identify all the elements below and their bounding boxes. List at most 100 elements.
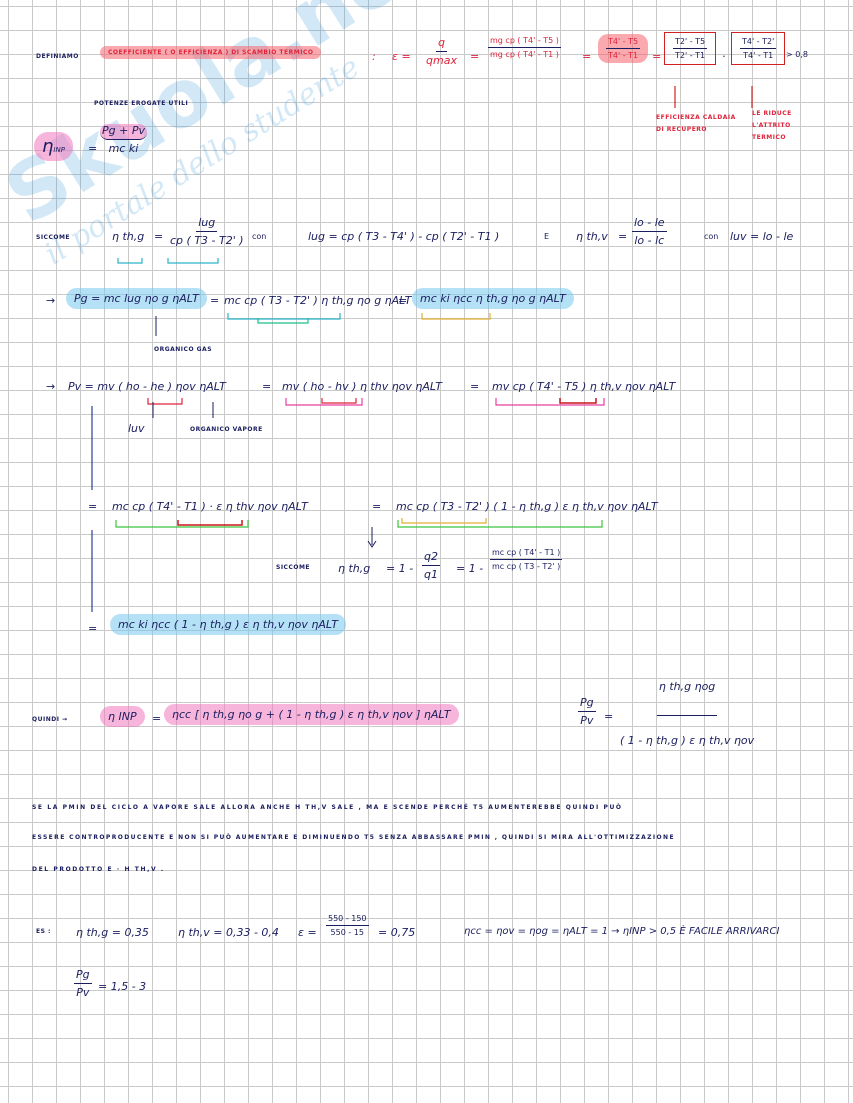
epsilon-example: ε = (298, 926, 317, 939)
epsilon-symbol: ε = (392, 50, 411, 63)
f1-denominator: qmax (426, 54, 457, 67)
pg-pv-example: Pg Pv (74, 968, 92, 999)
pg-expression: Pg = mc lug ηo g ηALT (66, 288, 207, 309)
one-minus: = 1 - (456, 562, 484, 575)
equals: = (618, 230, 628, 243)
e-connector: E (544, 232, 550, 241)
pv-expanded: mv ( ho - hv ) η thv ηov ηALT (282, 380, 443, 393)
equals: = (88, 500, 98, 513)
temperature-fraction: mc cp ( T4' - T1 ) mc cp ( T3 - T2' ) (490, 548, 563, 571)
def-fraction-2: mg cp ( T4' - T5 ) mg cp ( T4' - T1 ) (488, 36, 561, 59)
lug-equation: lug = cp ( T3 - T4' ) - cp ( T2' - T1 ) (308, 230, 500, 243)
eta-inp-numerator: Pg + Pv (100, 124, 147, 140)
pg-final: mc ki ηcc η th,g ηo g ηALT (412, 288, 574, 309)
f4-denominator: T2' - T1 (675, 51, 706, 60)
con-label: con (252, 232, 267, 241)
eta-thv: η th,v (576, 230, 608, 243)
pv-final-expression: mc ki ηcc ( 1 - η th,g ) ε η th,v ηov ηA… (110, 614, 347, 635)
q-fraction: q2 q1 (422, 550, 440, 581)
q2-numerator: q2 (422, 550, 440, 566)
es-label: ES : (36, 928, 51, 935)
definiamo-label: DEFINIAMO (36, 53, 79, 60)
colon: : (372, 50, 376, 63)
multiply-dot: · (722, 50, 726, 63)
rhs-denominator: ( 1 - η th,g ) ε η th,v ηov (620, 734, 755, 747)
text-line-1: SE LA PMIN DEL CICLO A VAPORE SALE ALLOR… (32, 804, 623, 811)
f1-numerator: q (435, 36, 447, 52)
ratio-numerator: Pg (578, 696, 596, 712)
pg-pv-ratio: Pg Pv (578, 696, 596, 727)
equals: = (372, 500, 382, 513)
potenze-label: POTENZE EROGATE UTILI (94, 100, 189, 107)
pv-final: mv cp ( T4' - T5 ) η th,v ηov ηALT (492, 380, 676, 393)
definition-highlight: COEFFICIENTE ( O EFFICIENZA ) DI SCAMBIO… (100, 46, 322, 59)
epsilon-denominator: 550 - 15 (330, 928, 364, 937)
def-fraction-1: q qmax (424, 36, 459, 67)
ratio-denominator: Pv (580, 714, 594, 727)
epsilon-result: = 0,75 (378, 926, 416, 939)
def-fraction-3: T4' - T5 T4' - T1 (598, 34, 649, 63)
epsilon-numerator: 550 - 150 (326, 914, 369, 926)
rhs-numerator: η th,g ηog (656, 680, 718, 716)
eta-thv-numerator: lo - le (632, 216, 667, 232)
quindi-label: QUINDI → (32, 716, 68, 723)
temp-denominator: mc cp ( T3 - T2' ) (492, 562, 561, 571)
eta-thg-fraction: lug cp ( T3 - T2' ) (168, 216, 246, 247)
siccome-label: SICCOME (36, 234, 71, 241)
example-ratio-numerator: Pg (74, 968, 92, 984)
eta-thg: η th,g (338, 562, 371, 575)
example-ratio-denominator: Pv (76, 986, 90, 999)
pv-expression: Pv = mv ( ho - he ) ηov ηALT (68, 380, 226, 393)
f4-numerator: T2' - T5 (673, 37, 708, 49)
eta-symbol: η (42, 136, 54, 157)
note-efficienza-caldaia: EFFICIENZA CALDAIA DI RECUPERO (656, 114, 736, 133)
eta-thv-fraction: lo - le lo - lc (632, 216, 667, 247)
equals: = (154, 230, 164, 243)
one-minus: = 1 - (386, 562, 414, 575)
eta-inp-fraction: Pg + Pv mc ki (100, 124, 147, 155)
equals: = (470, 380, 480, 393)
watermark-brand: Skuola.net (0, 0, 450, 243)
luv-definition: luv = lo - le (730, 230, 794, 243)
f3-numerator: T4' - T5 (606, 37, 641, 49)
eta-thg-value: η th,g = 0,35 (76, 926, 149, 939)
eta-inp-equals: = (88, 142, 98, 155)
equals: = (262, 380, 272, 393)
arrow: → (46, 294, 56, 307)
eta-thv-denominator: lo - lc (634, 234, 665, 247)
eta-thg: η th,g (112, 230, 145, 243)
f2-denominator: mg cp ( T4' - T1 ) (490, 50, 559, 59)
eta-thv-value: η th,v = 0,33 - 0,4 (178, 926, 279, 939)
f2-numerator: mg cp ( T4' - T5 ) (488, 36, 561, 48)
eta-all-one: ηcc = ηov = ηog = ηALT = 1 → ηINP > 0,5 … (464, 926, 780, 937)
f3-denominator: T4' - T1 (608, 51, 639, 60)
note-organico-vapore: ORGANICO VAPORE (190, 426, 263, 433)
note-attrito-termico: LE RIDUCE L'ATTRITO TERMICO (752, 110, 792, 141)
def-fraction-5: T4' - T2' T4' - T1 (731, 32, 786, 65)
equals-1: = (470, 50, 480, 63)
f5-numerator: T4' - T2' (740, 37, 777, 49)
equals-3: = (652, 50, 662, 63)
f5-denominator: T4' - T1 (743, 51, 774, 60)
eta-inp-final-expression: ηcc [ η th,g ηo g + ( 1 - η th,g ) ε η t… (164, 704, 459, 725)
con-label: con (704, 232, 719, 241)
eta-inp-denominator: mc ki (108, 142, 139, 155)
equals-2: = (582, 50, 592, 63)
eta-inp-result: η INP (100, 706, 145, 727)
greater-than-value: > 0,8 (786, 50, 808, 59)
pv-step-1: mc cp ( T4' - T1 ) · ε η thv ηov ηALT (112, 500, 308, 513)
lug-numerator: lug (196, 216, 218, 232)
pg-expanded: mc cp ( T3 - T2' ) η th,g ηo g ηALT (224, 294, 412, 307)
note-luv: luv (128, 422, 145, 435)
equals: = (152, 712, 162, 725)
siccome-label: SICCOME (276, 564, 311, 571)
arrow: → (46, 380, 56, 393)
eta-inp: ηINP (34, 132, 73, 161)
equals: = (88, 622, 98, 635)
equals: = (604, 710, 614, 723)
def-fraction-4: T2' - T5 T2' - T1 (664, 32, 717, 65)
q1-denominator: q1 (424, 568, 438, 581)
text-line-3: DEL PRODOTTO ε · η th,v . (32, 866, 165, 873)
equals: = (398, 294, 408, 307)
temp-numerator: mc cp ( T4' - T1 ) (490, 548, 563, 560)
